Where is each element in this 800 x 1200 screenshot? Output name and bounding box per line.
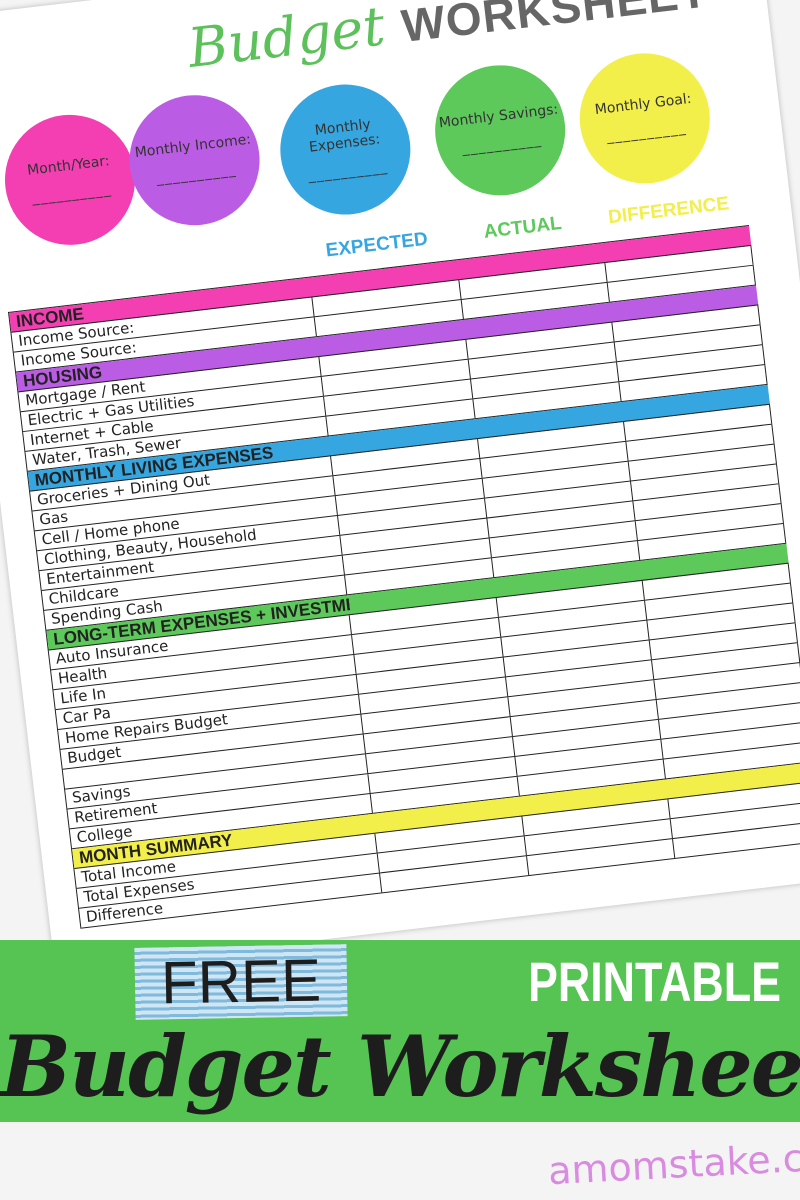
free-tape-label: FREE: [134, 944, 348, 1020]
blank-line: __________: [307, 158, 389, 184]
circle-label: Monthly Income:: [134, 131, 252, 162]
blank-line: __________: [605, 119, 688, 145]
circle-label: Monthly Savings:: [438, 101, 560, 132]
circle-label: Monthly Expenses:: [308, 116, 382, 156]
blank-line: __________: [155, 161, 237, 187]
circle-label: Monthly Goal:: [593, 90, 693, 119]
budget-table: INCOME Income Source: Income Source: HOUSIN…: [8, 224, 800, 929]
promo-banner: [0, 940, 800, 1122]
blank-line: __________: [30, 181, 113, 207]
printable-label: PRINTABLE: [528, 950, 782, 1013]
site-watermark: amomstake.com: [547, 1132, 800, 1194]
blank-line: __________: [461, 131, 543, 157]
circle-label: Month/Year:: [26, 153, 111, 179]
banner-script-title: Budget Worksheet: [0, 1017, 800, 1116]
